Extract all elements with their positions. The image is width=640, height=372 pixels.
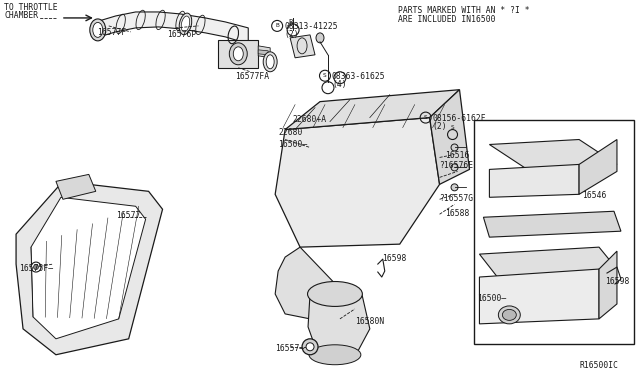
Text: 16577F: 16577F [97, 28, 126, 37]
Polygon shape [483, 211, 621, 237]
Text: TO THROTTLE: TO THROTTLE [4, 3, 58, 12]
Ellipse shape [181, 16, 189, 32]
Ellipse shape [179, 13, 192, 35]
Text: B: B [288, 19, 292, 25]
Ellipse shape [451, 144, 458, 151]
Text: (2): (2) [284, 30, 299, 39]
Ellipse shape [451, 184, 458, 191]
Text: S: S [323, 73, 327, 78]
Text: ?16557G: ?16557G [440, 194, 474, 203]
Ellipse shape [502, 310, 516, 320]
Polygon shape [258, 46, 270, 58]
Text: ?16576E: ?16576E [440, 161, 474, 170]
Text: 22680: 22680 [278, 128, 303, 137]
Polygon shape [290, 35, 315, 58]
Text: 16500—: 16500— [477, 294, 507, 303]
Text: CHAMBER: CHAMBER [4, 11, 38, 20]
Text: 16546: 16546 [582, 191, 607, 201]
Ellipse shape [263, 52, 277, 72]
Polygon shape [31, 197, 146, 339]
Text: 16557—: 16557— [275, 344, 305, 353]
Bar [474, 119, 634, 344]
Text: S: S [451, 125, 454, 130]
Text: 08363-61625: 08363-61625 [332, 72, 385, 81]
Text: 16588: 16588 [445, 209, 469, 218]
Ellipse shape [309, 345, 361, 365]
Ellipse shape [93, 22, 103, 37]
Text: (2): (2) [433, 122, 447, 131]
Circle shape [33, 264, 38, 270]
Text: 16516: 16516 [445, 151, 469, 160]
Ellipse shape [90, 19, 106, 41]
Polygon shape [429, 90, 470, 185]
Text: 16577FA: 16577FA [236, 72, 269, 81]
Text: R16500IC: R16500IC [579, 361, 618, 370]
Polygon shape [258, 50, 268, 55]
Polygon shape [599, 251, 617, 319]
Polygon shape [56, 174, 96, 199]
Text: 16500—: 16500— [278, 140, 307, 148]
Polygon shape [490, 164, 579, 197]
Polygon shape [16, 182, 163, 355]
Polygon shape [308, 294, 370, 357]
Ellipse shape [316, 33, 324, 43]
Text: 08313-41225: 08313-41225 [284, 22, 338, 31]
Text: 16576P: 16576P [168, 30, 196, 39]
Text: 16598: 16598 [605, 277, 629, 286]
Polygon shape [479, 269, 599, 324]
Ellipse shape [306, 343, 314, 351]
Polygon shape [490, 140, 617, 169]
Text: (4): (4) [332, 80, 347, 89]
Polygon shape [275, 247, 345, 319]
Text: 16580N: 16580N [355, 317, 384, 326]
Ellipse shape [266, 55, 274, 69]
Text: 16598: 16598 [382, 254, 406, 263]
Polygon shape [479, 247, 617, 277]
Polygon shape [579, 140, 617, 194]
Text: 08156-6162F: 08156-6162F [433, 113, 486, 123]
Circle shape [31, 262, 41, 272]
Ellipse shape [234, 47, 243, 61]
Ellipse shape [229, 43, 247, 65]
Polygon shape [285, 90, 460, 129]
Polygon shape [218, 40, 258, 68]
Ellipse shape [499, 306, 520, 324]
Text: 16577: 16577 [116, 211, 140, 220]
Ellipse shape [308, 282, 362, 307]
Text: B: B [275, 23, 279, 28]
Ellipse shape [302, 339, 318, 355]
Text: 16575F—: 16575F— [19, 264, 53, 273]
Polygon shape [96, 12, 248, 44]
Polygon shape [275, 118, 440, 247]
Text: PARTS MARKED WITH AN * ?I *: PARTS MARKED WITH AN * ?I * [397, 6, 529, 15]
Text: S: S [424, 115, 428, 120]
Text: 22680+A: 22680+A [292, 115, 326, 124]
Ellipse shape [451, 164, 458, 171]
Text: ARE INCLUDED IN16500: ARE INCLUDED IN16500 [397, 15, 495, 24]
